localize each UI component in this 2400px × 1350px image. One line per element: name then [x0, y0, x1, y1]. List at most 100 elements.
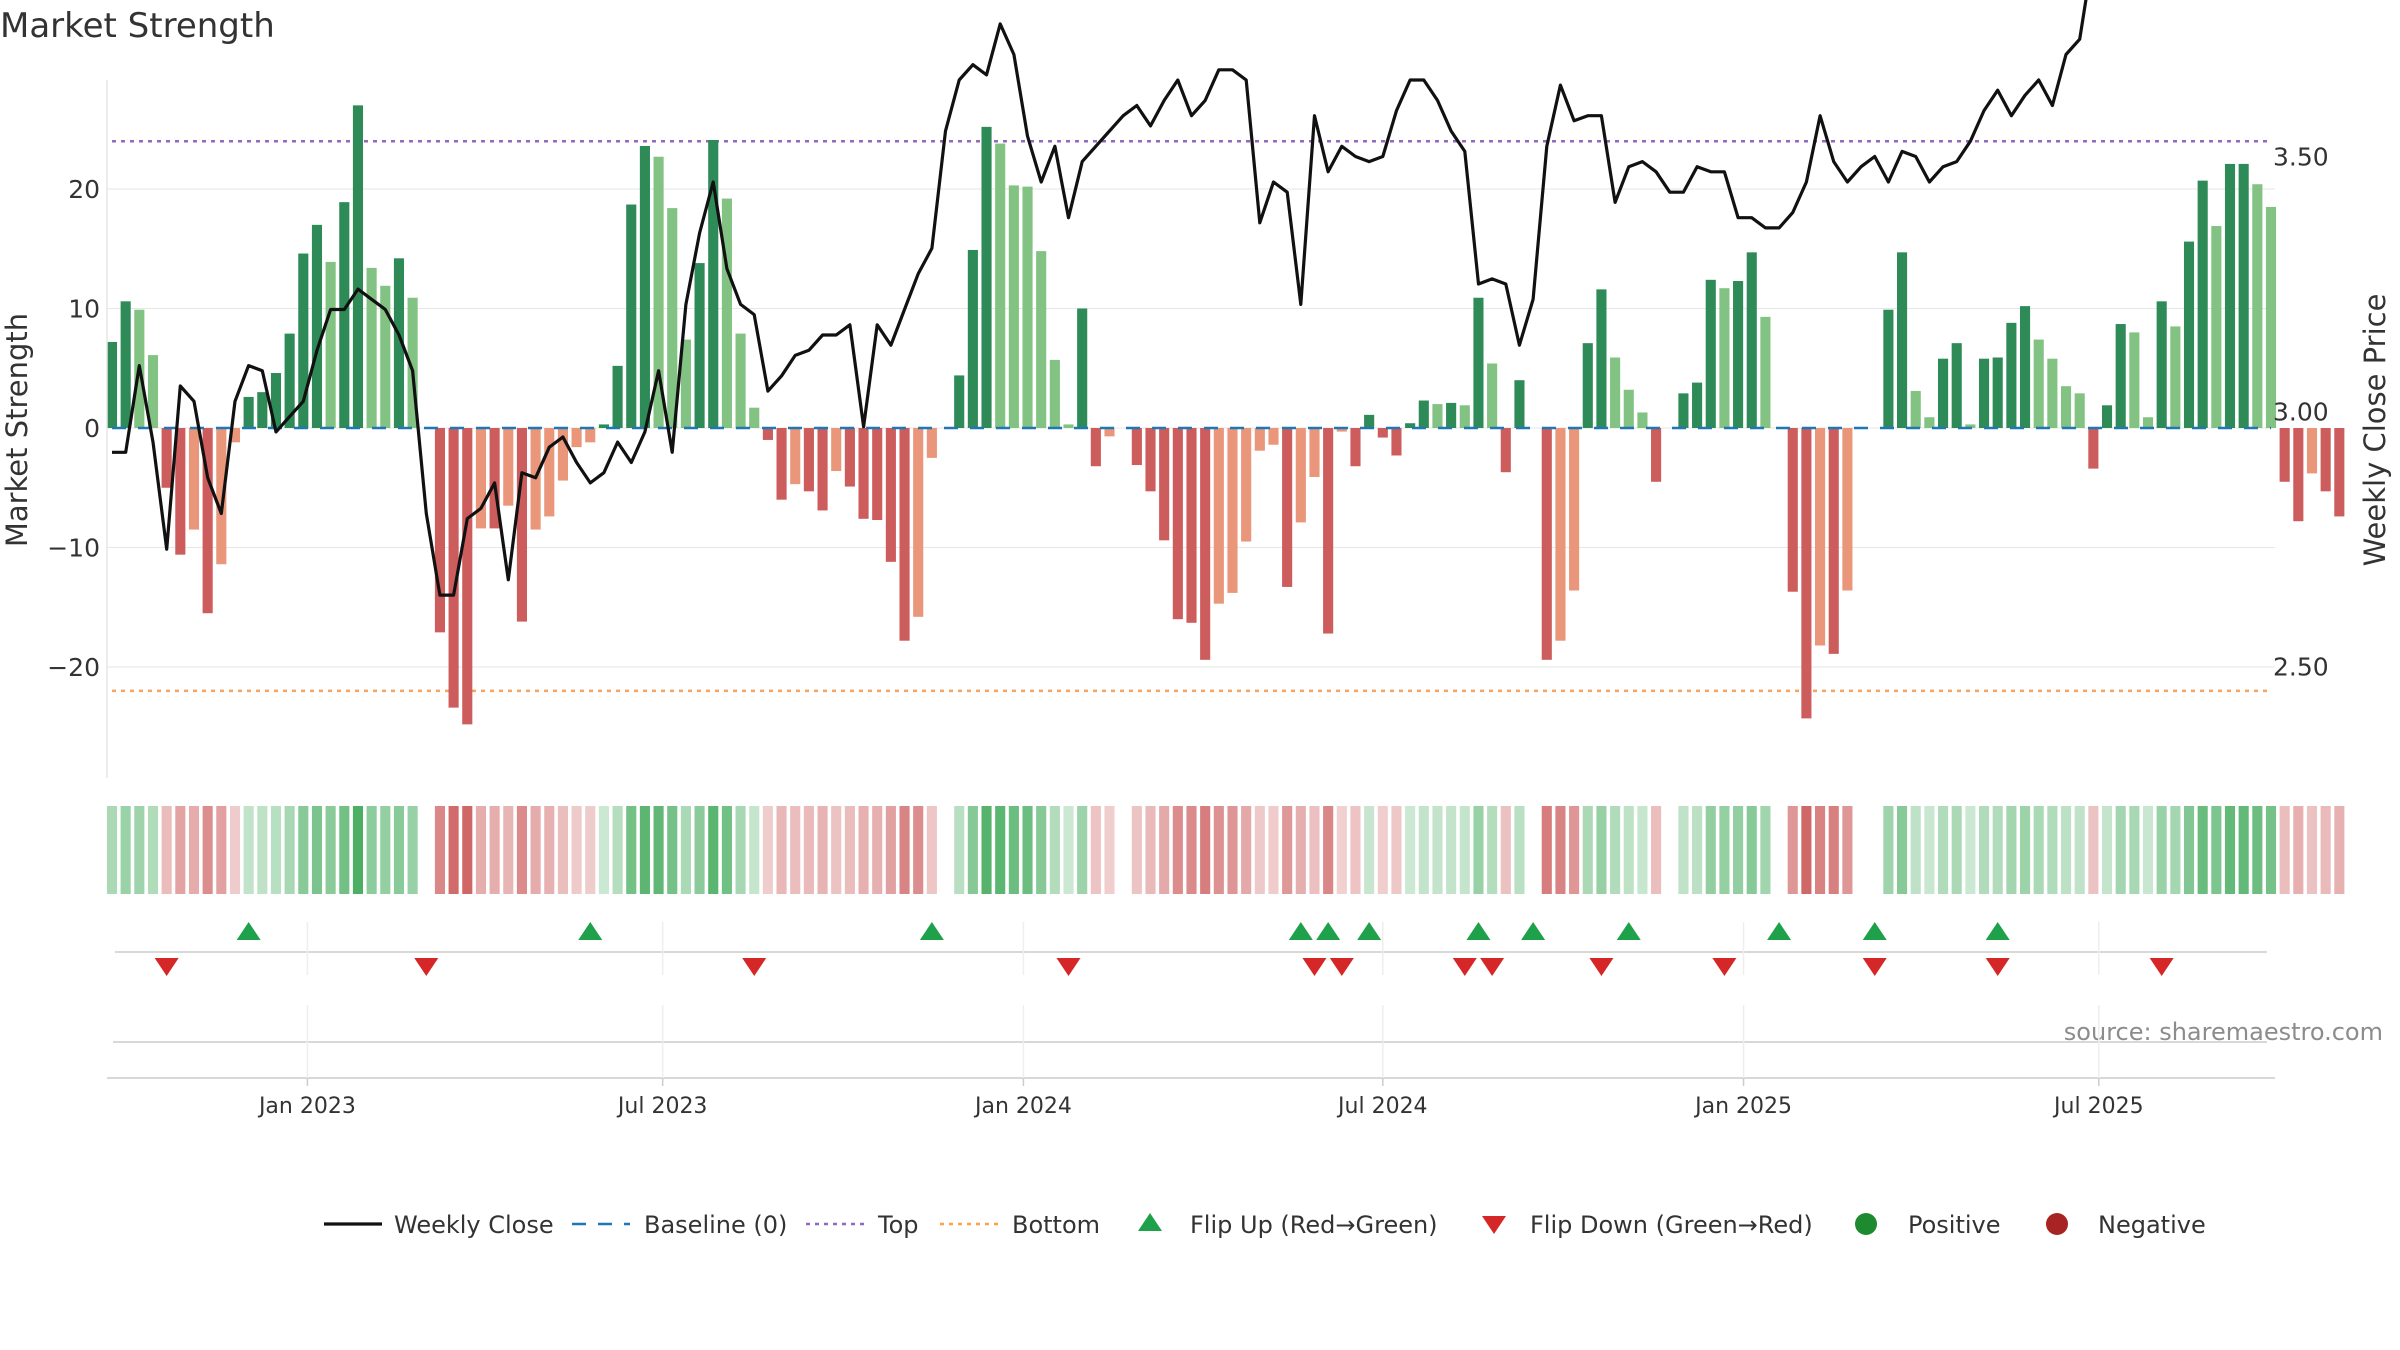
heat-cell: [1596, 806, 1607, 894]
strength-bar: [708, 140, 719, 428]
strength-bar: [2019, 306, 2031, 428]
strength-bar: [1241, 428, 1252, 542]
strength-bar: [2252, 184, 2263, 428]
strength-bar: [1555, 428, 1566, 641]
strength-bar: [1651, 428, 1662, 482]
strength-bar: [1937, 358, 1949, 428]
strength-bar: [2156, 301, 2167, 428]
heat-cell: [147, 806, 159, 894]
heat-cell: [2293, 806, 2304, 894]
strength-bar: [1842, 428, 1853, 591]
heat-cell: [380, 806, 391, 894]
strength-bar: [1705, 279, 1716, 428]
strength-bar: [270, 373, 282, 428]
strength-bar: [1309, 428, 1320, 477]
flip-down-marker: [1985, 958, 2010, 976]
heat-cell: [1213, 806, 1224, 894]
strength-bar: [967, 249, 978, 428]
weekly-close-line: [112, 0, 2088, 597]
strength-bar: [694, 263, 705, 428]
strength-bar: [503, 428, 514, 506]
strength-bar: [2074, 393, 2085, 428]
heat-cell: [844, 806, 855, 894]
strength-bar: [1049, 359, 1060, 428]
strength-bar: [1377, 428, 1388, 438]
heat-cell: [516, 806, 527, 894]
strength-bar: [1405, 423, 1416, 428]
legend-label: Weekly Close: [394, 1211, 554, 1239]
heat-cell: [1978, 806, 1990, 894]
strength-bar: [1145, 428, 1156, 492]
heat-cell: [2306, 806, 2318, 894]
heat-cell: [216, 806, 227, 894]
lower-panel: source: sharemaestro.com: [107, 1005, 2383, 1079]
strength-bar: [803, 428, 814, 492]
strength-bar: [2211, 226, 2222, 428]
flip-down-marker: [414, 958, 439, 976]
heat-cell: [1077, 806, 1088, 894]
heat-cell: [2033, 806, 2044, 894]
heat-cell: [188, 806, 200, 894]
strength-bar: [1473, 297, 1484, 428]
x-axis-ticks: Jan 2023 Jul 2023 Jan 2024 Jul 2024 Jan 2025…: [257, 1078, 2144, 1119]
heat-cell: [1582, 806, 1593, 894]
heat-cell: [1459, 806, 1470, 894]
heat-cell: [1090, 806, 1101, 894]
strength-bar: [653, 156, 664, 429]
heat-cell: [831, 806, 842, 894]
heat-cell: [653, 806, 664, 894]
heat-cell: [2197, 806, 2208, 894]
heat-cell: [2183, 806, 2195, 894]
strength-bar: [1733, 281, 1744, 428]
heat-cell: [790, 806, 801, 894]
heat-cell: [2265, 806, 2277, 894]
strength-bar: [1268, 428, 1279, 445]
heat-cell: [2320, 806, 2331, 894]
heat-cell: [161, 806, 172, 894]
heat-cell: [1200, 806, 1211, 894]
strength-bar: [612, 365, 623, 428]
legend-swatch-flip-up: [1138, 1213, 1162, 1231]
x-tick-label: Jan 2023: [257, 1094, 356, 1119]
strength-bar: [735, 333, 746, 428]
heat-cell: [1295, 806, 1306, 894]
strength-heat-strip: [106, 806, 2345, 894]
strength-bar: [1350, 428, 1361, 467]
heat-cell: [1172, 806, 1183, 894]
strength-bar: [1159, 428, 1170, 541]
y-axis-label: Market Strength: [0, 313, 34, 547]
heat-cell: [1719, 806, 1730, 894]
heat-cell: [612, 806, 623, 894]
strength-bar: [489, 428, 500, 529]
heat-cell: [967, 806, 978, 894]
heat-cell: [995, 806, 1006, 894]
strength-bar: [1090, 428, 1101, 467]
heat-cell: [243, 806, 254, 894]
heat-cell: [1610, 806, 1621, 894]
strength-bar: [1910, 390, 1921, 428]
heat-cell: [1910, 806, 1921, 894]
y-tick-label: 0: [84, 414, 100, 443]
strength-bar: [1897, 252, 1908, 428]
strength-bars: [106, 105, 2345, 725]
heat-cell: [1760, 806, 1771, 894]
heat-cell: [1159, 806, 1170, 894]
strength-bar: [1746, 252, 1757, 428]
heat-cell: [202, 806, 213, 894]
heat-cell: [585, 806, 596, 894]
heat-cell: [434, 806, 446, 894]
strength-bar: [2224, 163, 2236, 428]
strength-bar: [243, 396, 254, 428]
strength-bar: [284, 333, 295, 428]
strength-bar: [1022, 186, 1033, 428]
heat-cell: [708, 806, 719, 894]
heat-cell: [2279, 806, 2290, 894]
x-tick-label: Jul 2025: [2052, 1094, 2144, 1119]
strength-bar: [216, 428, 227, 565]
strength-bar: [325, 261, 336, 428]
strength-bar: [680, 339, 691, 428]
y-tick-label: −10: [47, 534, 100, 563]
strength-bar: [1883, 309, 1894, 428]
heat-cell: [1036, 806, 1047, 894]
heat-cell: [598, 806, 609, 894]
